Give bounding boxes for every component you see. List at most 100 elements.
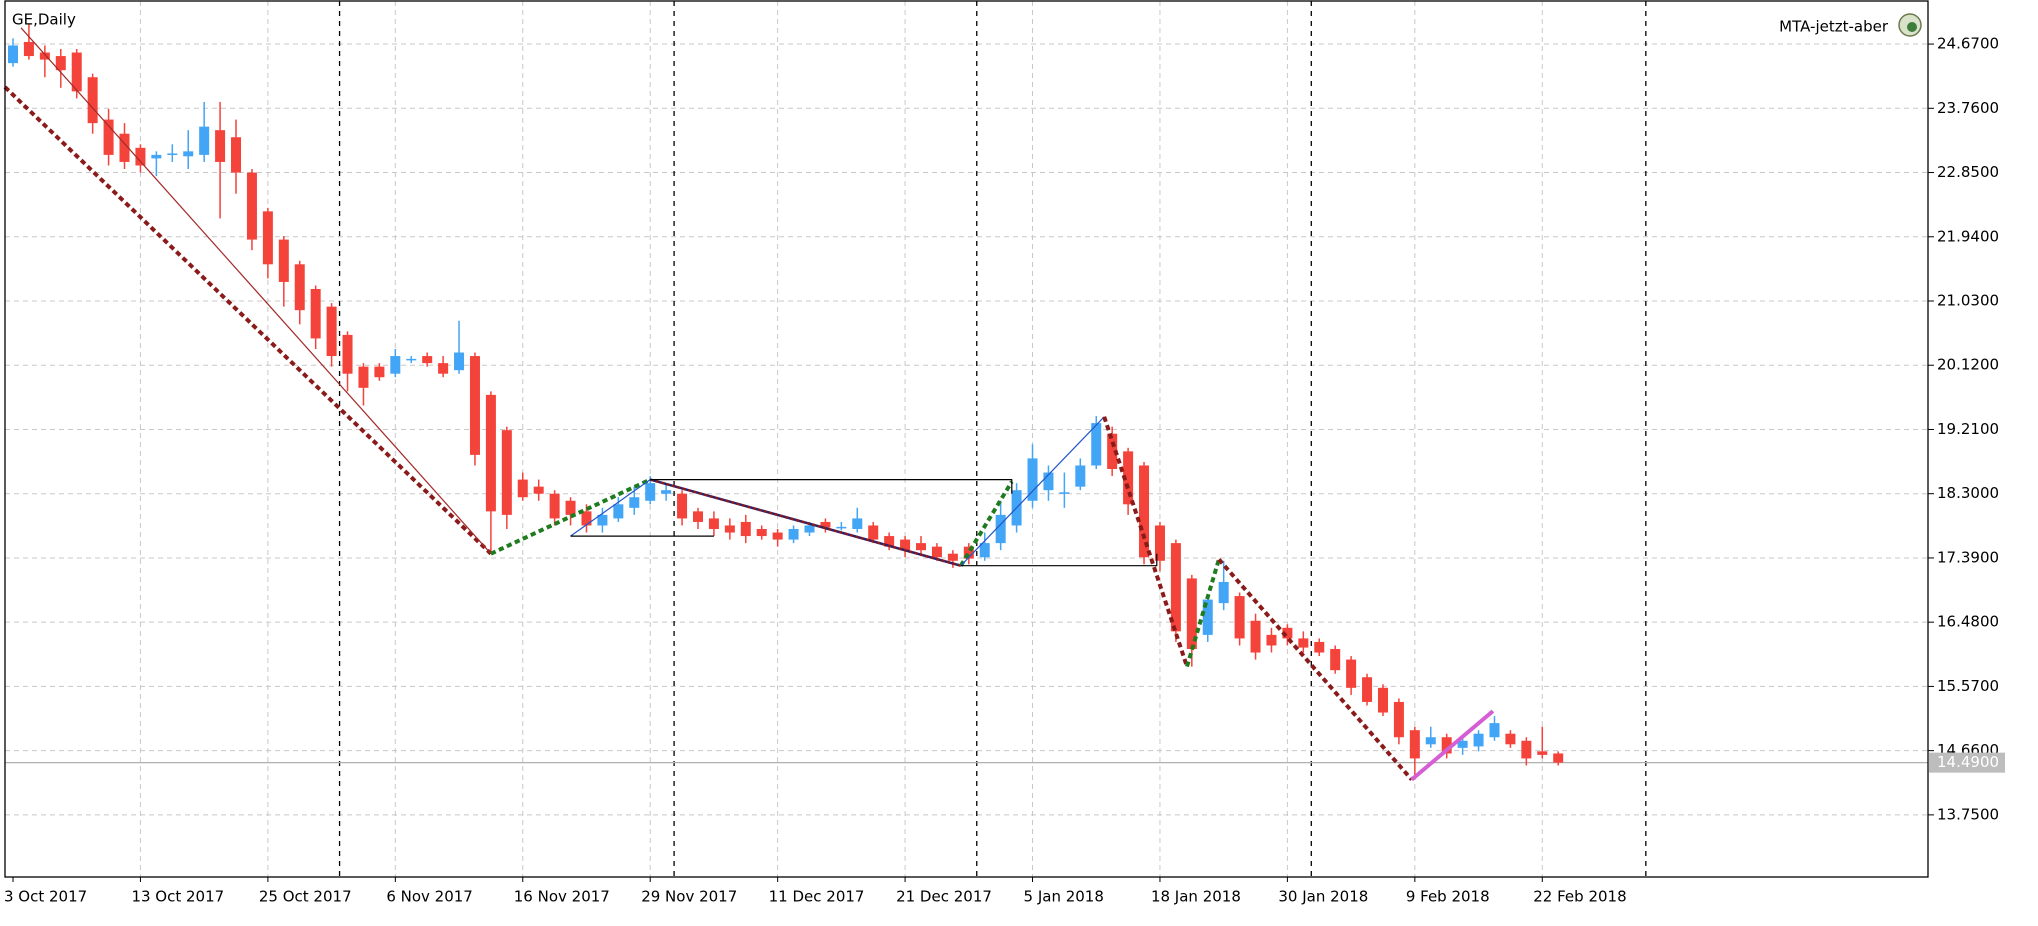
candle-body (1123, 451, 1134, 505)
drawing-line (490, 477, 652, 556)
drawing-line (649, 478, 962, 567)
indicator-icon (1898, 13, 1922, 37)
candle-body (581, 511, 592, 526)
drawing-line (960, 416, 1105, 567)
y-tick-label: 16.4800 (1937, 613, 1999, 631)
candle-body (326, 306, 337, 357)
candle-body (1553, 753, 1564, 763)
candle-body (1346, 659, 1357, 688)
candle-body (1282, 627, 1293, 639)
candle-body (1250, 620, 1261, 653)
candle-body (1425, 737, 1436, 745)
indicator-label: MTA-jetzt-aber (1779, 18, 1889, 36)
candle-body (692, 511, 703, 522)
candle-body (1409, 730, 1420, 759)
grid-layer (5, 1, 1928, 877)
overlay-layer (3, 27, 1495, 782)
x-tick-label: 16 Nov 2017 (514, 888, 610, 906)
candle-body (533, 486, 544, 494)
candle-body (1186, 578, 1197, 649)
drawing-line (1185, 558, 1221, 668)
candle-body (1059, 492, 1070, 494)
candle-body (1091, 423, 1102, 466)
candle-body (1298, 638, 1309, 648)
drawing-line (3, 85, 493, 556)
candle-body (852, 518, 863, 529)
candle-body (1537, 751, 1548, 755)
candle-body (756, 529, 767, 537)
drawing-line (1217, 558, 1414, 781)
candle-body (931, 546, 942, 558)
candle-body (1393, 701, 1404, 738)
candle-body (1521, 740, 1532, 759)
candle-body (517, 479, 528, 498)
candle-body (1457, 740, 1468, 748)
candle-body (199, 126, 210, 155)
candle-body (39, 52, 50, 60)
candle-body (613, 504, 624, 519)
candle-body (294, 264, 305, 311)
candle-body (469, 356, 480, 455)
candle-body (740, 521, 751, 537)
x-tick-label: 6 Nov 2017 (386, 888, 473, 906)
candle-body (1330, 649, 1341, 671)
candle-body (1154, 525, 1165, 561)
candle-body (55, 56, 66, 71)
candle-body (1234, 596, 1245, 639)
candle-body (597, 514, 608, 526)
candle-body (454, 352, 465, 371)
drawing-line (650, 479, 1013, 494)
x-tick-label: 13 Oct 2017 (131, 888, 224, 906)
candle-body (900, 539, 911, 551)
candle-body (278, 239, 289, 282)
candle-body (1170, 543, 1181, 632)
candle-body (1139, 465, 1150, 558)
x-tick-label: 25 Oct 2017 (259, 888, 352, 906)
candle-body (1107, 433, 1118, 469)
candle-body (358, 366, 369, 388)
candle-body (71, 52, 82, 92)
y-tick-label: 17.3900 (1937, 548, 1999, 566)
candle-body (677, 493, 688, 519)
y-tick-label: 21.0300 (1937, 292, 1999, 310)
candle-body (183, 151, 194, 157)
candle-body (788, 529, 799, 540)
current-price-label: 14.4900 (1937, 753, 1999, 771)
candle-body (804, 525, 815, 533)
y-tick-label: 23.7600 (1937, 99, 1999, 117)
candle-body (151, 154, 162, 159)
chart-title: GE,Daily (12, 11, 76, 29)
x-tick-label: 9 Feb 2018 (1406, 888, 1490, 906)
drawing-line (960, 553, 1158, 567)
candle-body (708, 518, 719, 529)
candle-body (661, 490, 672, 494)
x-tick-label: 3 Oct 2017 (4, 888, 87, 906)
candle-body (23, 41, 34, 57)
candle-body (135, 147, 146, 166)
candle-body (103, 119, 114, 155)
marks-layer (8, 24, 1564, 780)
drawing-line (20, 27, 492, 555)
candle-body (87, 77, 98, 124)
candle-body (1027, 458, 1038, 501)
candle-body (565, 500, 576, 515)
y-tick-label: 22.8500 (1937, 163, 1999, 181)
candle-body (772, 532, 783, 540)
current-price-box (1929, 752, 2005, 773)
x-tick-label: 11 Dec 2017 (769, 888, 865, 906)
candle-body (884, 536, 895, 547)
icon-dot (1907, 22, 1917, 32)
candle-body (1473, 733, 1484, 747)
candle-body (1266, 634, 1277, 646)
candle-body (390, 356, 401, 374)
candle-body (979, 543, 990, 558)
y-tick-label: 18.3000 (1937, 484, 1999, 502)
y-tick-label: 13.7500 (1937, 805, 1999, 823)
y-tick-label: 15.5700 (1937, 677, 1999, 695)
candle-body (1218, 581, 1229, 604)
candle-body (167, 153, 178, 155)
candle-body (836, 526, 847, 529)
candle-body (246, 172, 257, 240)
candle-body (820, 521, 831, 528)
